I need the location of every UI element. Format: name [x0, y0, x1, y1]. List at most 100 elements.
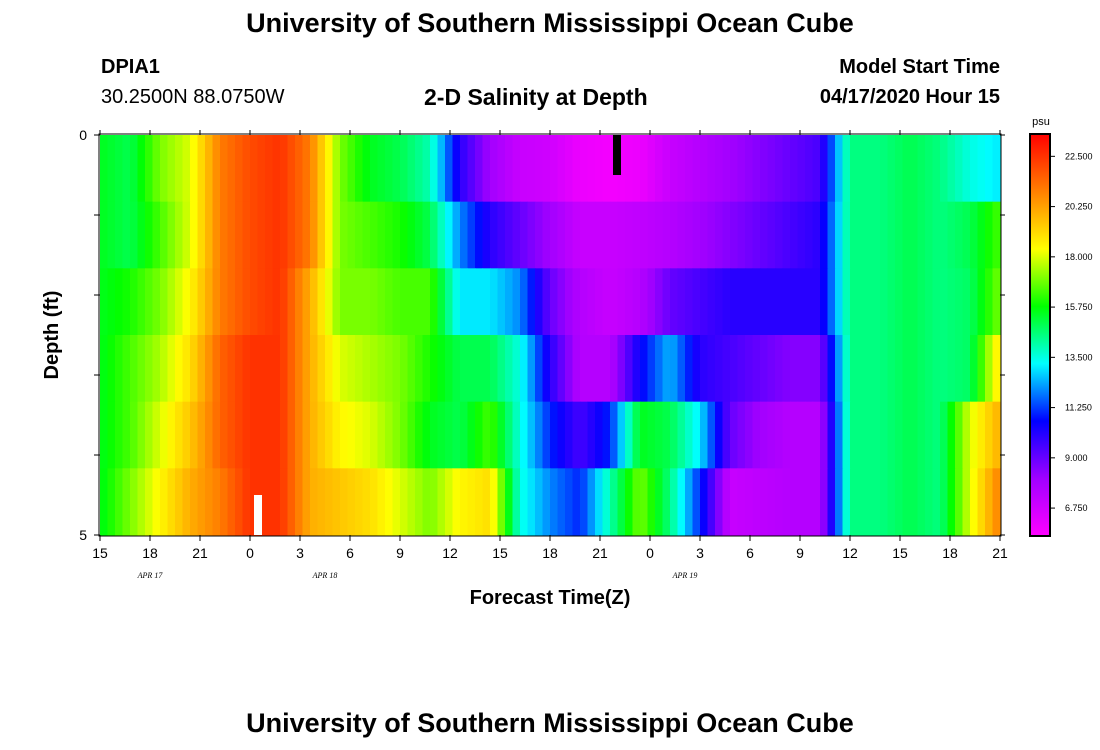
heatmap-cell	[527, 135, 536, 203]
x-tick-label: 21	[992, 545, 1008, 561]
heatmap-cell	[242, 335, 251, 403]
heatmap-cell	[992, 468, 1001, 536]
heatmap-cell	[580, 135, 589, 203]
heatmap-cell	[655, 268, 664, 336]
heatmap-cell	[197, 135, 206, 203]
heatmap-cell	[520, 468, 529, 536]
heatmap-cell	[730, 468, 739, 536]
heatmap-cell	[670, 335, 679, 403]
heatmap-cell	[520, 335, 529, 403]
heatmap-cell	[280, 335, 289, 403]
heatmap-cell	[242, 401, 251, 469]
heatmap-cell	[662, 135, 671, 203]
heatmap-cell	[932, 201, 941, 269]
heatmap-cell	[257, 335, 266, 403]
heatmap-cell	[835, 135, 844, 203]
heatmap-cell	[925, 201, 934, 269]
heatmap-cell	[557, 401, 566, 469]
heatmap-cell	[700, 401, 709, 469]
heatmap-cell	[820, 135, 829, 203]
heatmap-cell	[722, 468, 731, 536]
heatmap-cell	[325, 135, 334, 203]
heatmap-cell	[362, 468, 371, 536]
heatmap-cell	[332, 135, 341, 203]
heatmap-cell	[280, 468, 289, 536]
x-tick-label: 6	[346, 545, 354, 561]
heatmap-cell	[917, 201, 926, 269]
heatmap-cell	[850, 268, 859, 336]
heatmap-cell	[445, 335, 454, 403]
heatmap-cell	[415, 135, 424, 203]
heatmap-cell	[407, 335, 416, 403]
heatmap-cell	[685, 401, 694, 469]
colorbar-tick-label: 11.250	[1065, 403, 1092, 413]
heatmap-cell	[482, 201, 491, 269]
heatmap-cell	[857, 201, 866, 269]
heatmap-cell	[587, 468, 596, 536]
heatmap-cell	[182, 201, 191, 269]
heatmap-cell	[685, 335, 694, 403]
heatmap-cell	[842, 335, 851, 403]
heatmap-cell	[190, 268, 199, 336]
heatmap-cell	[632, 201, 641, 269]
heatmap-cell	[242, 468, 251, 536]
heatmap-cell	[182, 468, 191, 536]
heatmap-cell	[910, 268, 919, 336]
heatmap-cell	[460, 135, 469, 203]
heatmap-cell	[302, 401, 311, 469]
heatmap-cell	[280, 135, 289, 203]
heatmap-cell	[610, 468, 619, 536]
heatmap-cell	[212, 468, 221, 536]
heatmap-cell	[565, 201, 574, 269]
heatmap-cell	[332, 201, 341, 269]
heatmap-cell	[272, 268, 281, 336]
heatmap-cell	[730, 268, 739, 336]
heatmap-cell	[805, 401, 814, 469]
heatmap-cell	[602, 201, 611, 269]
heatmap-cell	[910, 335, 919, 403]
heatmap-cell	[647, 201, 656, 269]
heatmap-cell	[122, 401, 131, 469]
heatmap-cell	[370, 468, 379, 536]
heatmap-cell	[655, 468, 664, 536]
heatmap-cell	[190, 201, 199, 269]
heatmap-cell	[407, 135, 416, 203]
heatmap-cell	[872, 268, 881, 336]
heatmap-cell	[865, 268, 874, 336]
heatmap-cell	[760, 201, 769, 269]
heatmap-cell	[347, 335, 356, 403]
heatmap-cell	[445, 135, 454, 203]
x-tick-label: 12	[442, 545, 458, 561]
heatmap-cell	[670, 468, 679, 536]
heatmap-cell	[887, 335, 896, 403]
heatmap-cell	[917, 268, 926, 336]
heatmap-cell	[677, 401, 686, 469]
heatmap-cell	[325, 201, 334, 269]
heatmap-cell	[422, 468, 431, 536]
heatmap-cell	[767, 268, 776, 336]
heatmap-cell	[475, 201, 484, 269]
heatmap-cell	[137, 135, 146, 203]
heatmap-cell	[647, 335, 656, 403]
heatmap-cell	[302, 201, 311, 269]
heatmap-cell	[745, 135, 754, 203]
heatmap-cell	[662, 268, 671, 336]
heatmap-cell	[655, 335, 664, 403]
heatmap-cell	[287, 201, 296, 269]
heatmap-cell	[617, 401, 626, 469]
heatmap-cell	[122, 335, 131, 403]
heatmap-cell	[572, 135, 581, 203]
heatmap-cell	[475, 268, 484, 336]
heatmap-cell	[325, 468, 334, 536]
heatmap-cell	[775, 201, 784, 269]
heatmap-cell	[467, 335, 476, 403]
heatmap-cell	[662, 201, 671, 269]
heatmap-cell	[857, 401, 866, 469]
heatmap-cell	[910, 201, 919, 269]
heatmap-cell	[205, 468, 214, 536]
heatmap-cell	[895, 201, 904, 269]
x-tick-label: 3	[296, 545, 304, 561]
heatmap-cell	[512, 201, 521, 269]
heatmap-cell	[752, 335, 761, 403]
heatmap-cell	[617, 468, 626, 536]
